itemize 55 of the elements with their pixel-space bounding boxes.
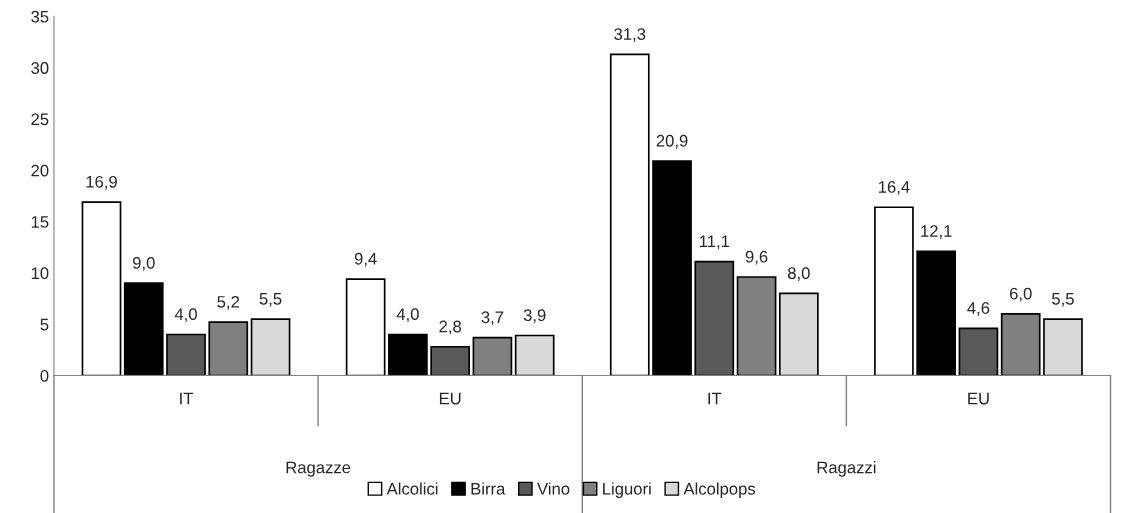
bar [778, 292, 819, 376]
legend-label: Liguori [603, 482, 651, 498]
text: Ragazzi [817, 461, 876, 477]
data-label: 9,0 [132, 256, 155, 271]
x-tick-label: EU [968, 392, 989, 405]
bar [874, 206, 914, 376]
bar [609, 53, 650, 376]
x-tick-label: IT [708, 392, 722, 405]
data-label: 3,9 [523, 309, 546, 324]
data-label: 11,1 [699, 235, 730, 250]
y-tick-label: 25 [31, 113, 49, 126]
data-label: 5,5 [259, 293, 282, 307]
bar [514, 334, 555, 376]
bar [123, 282, 164, 376]
bar [652, 160, 692, 376]
y-tick-label: 35 [31, 10, 49, 23]
data-label: 9,6 [745, 250, 768, 265]
y-tick-label: 0 [40, 369, 49, 382]
y-tick-label: 15 [31, 216, 49, 228]
data-label: 8,0 [787, 267, 810, 281]
bar [430, 345, 471, 376]
legend-label: Alcolpops [683, 482, 756, 498]
data-label: 16,9 [86, 175, 117, 190]
bar [250, 318, 291, 376]
y-tick-label: 5 [40, 318, 49, 331]
bar [388, 333, 428, 376]
bar [81, 201, 122, 376]
data-label: 4,6 [967, 302, 990, 316]
text: Ragazze [286, 461, 351, 477]
bar [694, 260, 735, 376]
data-label: 12,1 [921, 225, 952, 239]
bar [166, 333, 206, 376]
data-label: 3,7 [481, 311, 504, 326]
x-tick-label: IT [180, 392, 194, 405]
data-label: 4,0 [174, 308, 197, 323]
y-tick-label: 30 [31, 62, 49, 74]
legend-label: Alcolici [386, 482, 438, 495]
bar [916, 250, 957, 376]
data-label: 5,5 [1052, 293, 1074, 307]
legend-label: Birra [471, 482, 506, 495]
data-label: 2,8 [439, 320, 462, 335]
y-tick-label: 10 [31, 267, 49, 280]
data-label: 9,4 [354, 252, 377, 267]
data-label: 4,0 [396, 308, 419, 323]
x-tick-label: EU [439, 392, 461, 405]
data-label: 31,3 [614, 28, 646, 42]
bar [958, 327, 999, 376]
bar [345, 278, 386, 376]
data-label: 5,2 [217, 295, 240, 310]
data-label: 20,9 [656, 134, 688, 149]
data-label: 16,4 [878, 181, 910, 195]
legend-label: Vino [537, 482, 570, 495]
y-tick-label: 20 [31, 164, 49, 177]
bar [1043, 318, 1083, 376]
data-label: 6,0 [1009, 287, 1032, 302]
